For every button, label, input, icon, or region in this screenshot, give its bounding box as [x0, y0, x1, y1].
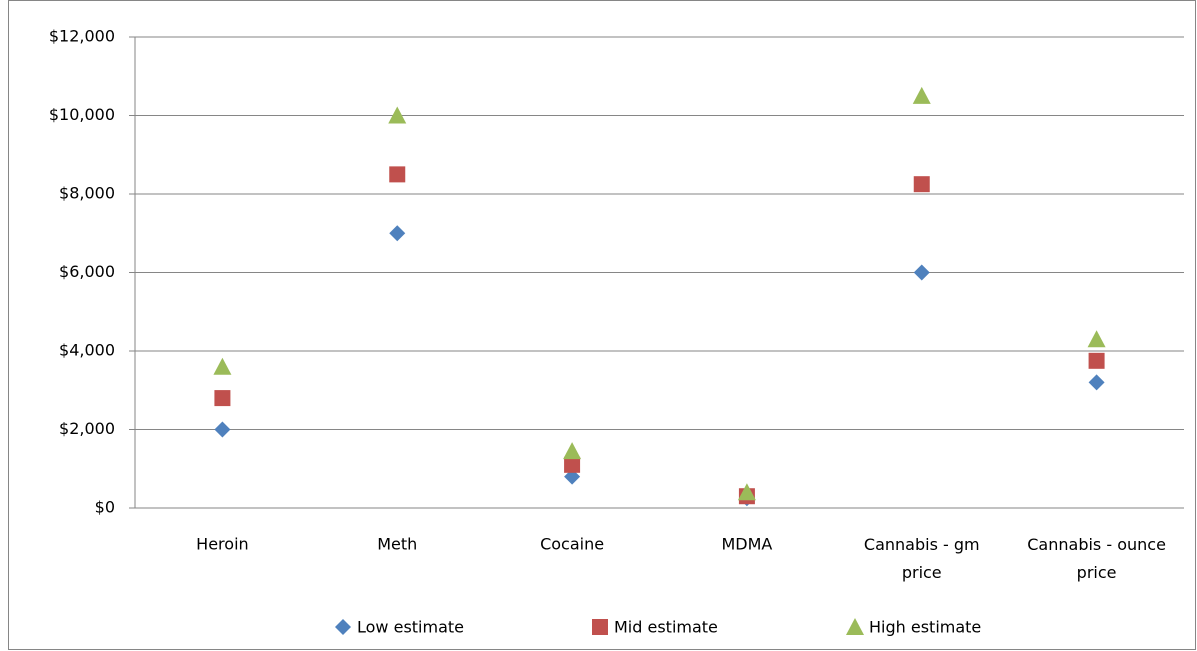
point — [563, 442, 582, 460]
legend-marker — [592, 619, 608, 635]
legend-marker — [846, 618, 864, 635]
point — [214, 390, 231, 407]
y-tick-label: $8,000 — [59, 184, 115, 203]
point — [1088, 374, 1105, 391]
x-tick-label: MDMA — [721, 535, 772, 554]
point — [913, 264, 930, 281]
y-tick-label: $12,000 — [49, 27, 115, 46]
point — [737, 483, 756, 501]
x-tick-label: Meth — [377, 535, 417, 554]
y-tick-label: $4,000 — [59, 341, 115, 360]
y-tick-label: $10,000 — [49, 105, 115, 124]
x-tick-label: Cannabis - ounce price — [1027, 535, 1166, 582]
point — [389, 225, 406, 242]
point — [912, 86, 931, 104]
legend-label: Mid estimate — [614, 618, 718, 637]
x-tick-label: Cannabis - gm price — [864, 535, 980, 582]
x-tick-label: Heroin — [196, 535, 248, 554]
x-tick-label: Cocaine — [540, 535, 604, 554]
point — [388, 106, 407, 124]
point — [564, 456, 581, 473]
y-tick-label: $6,000 — [59, 262, 115, 281]
legend-label: High estimate — [869, 618, 981, 637]
point — [913, 176, 930, 193]
chart-frame — [8, 0, 1196, 650]
point — [1088, 352, 1105, 369]
point — [213, 357, 232, 375]
legend-label: Low estimate — [357, 618, 464, 637]
point — [1087, 330, 1106, 348]
y-tick-label: $0 — [95, 498, 115, 517]
y-tick-label: $2,000 — [59, 419, 115, 438]
point — [389, 166, 406, 183]
point — [214, 421, 231, 438]
legend-marker — [335, 619, 351, 635]
